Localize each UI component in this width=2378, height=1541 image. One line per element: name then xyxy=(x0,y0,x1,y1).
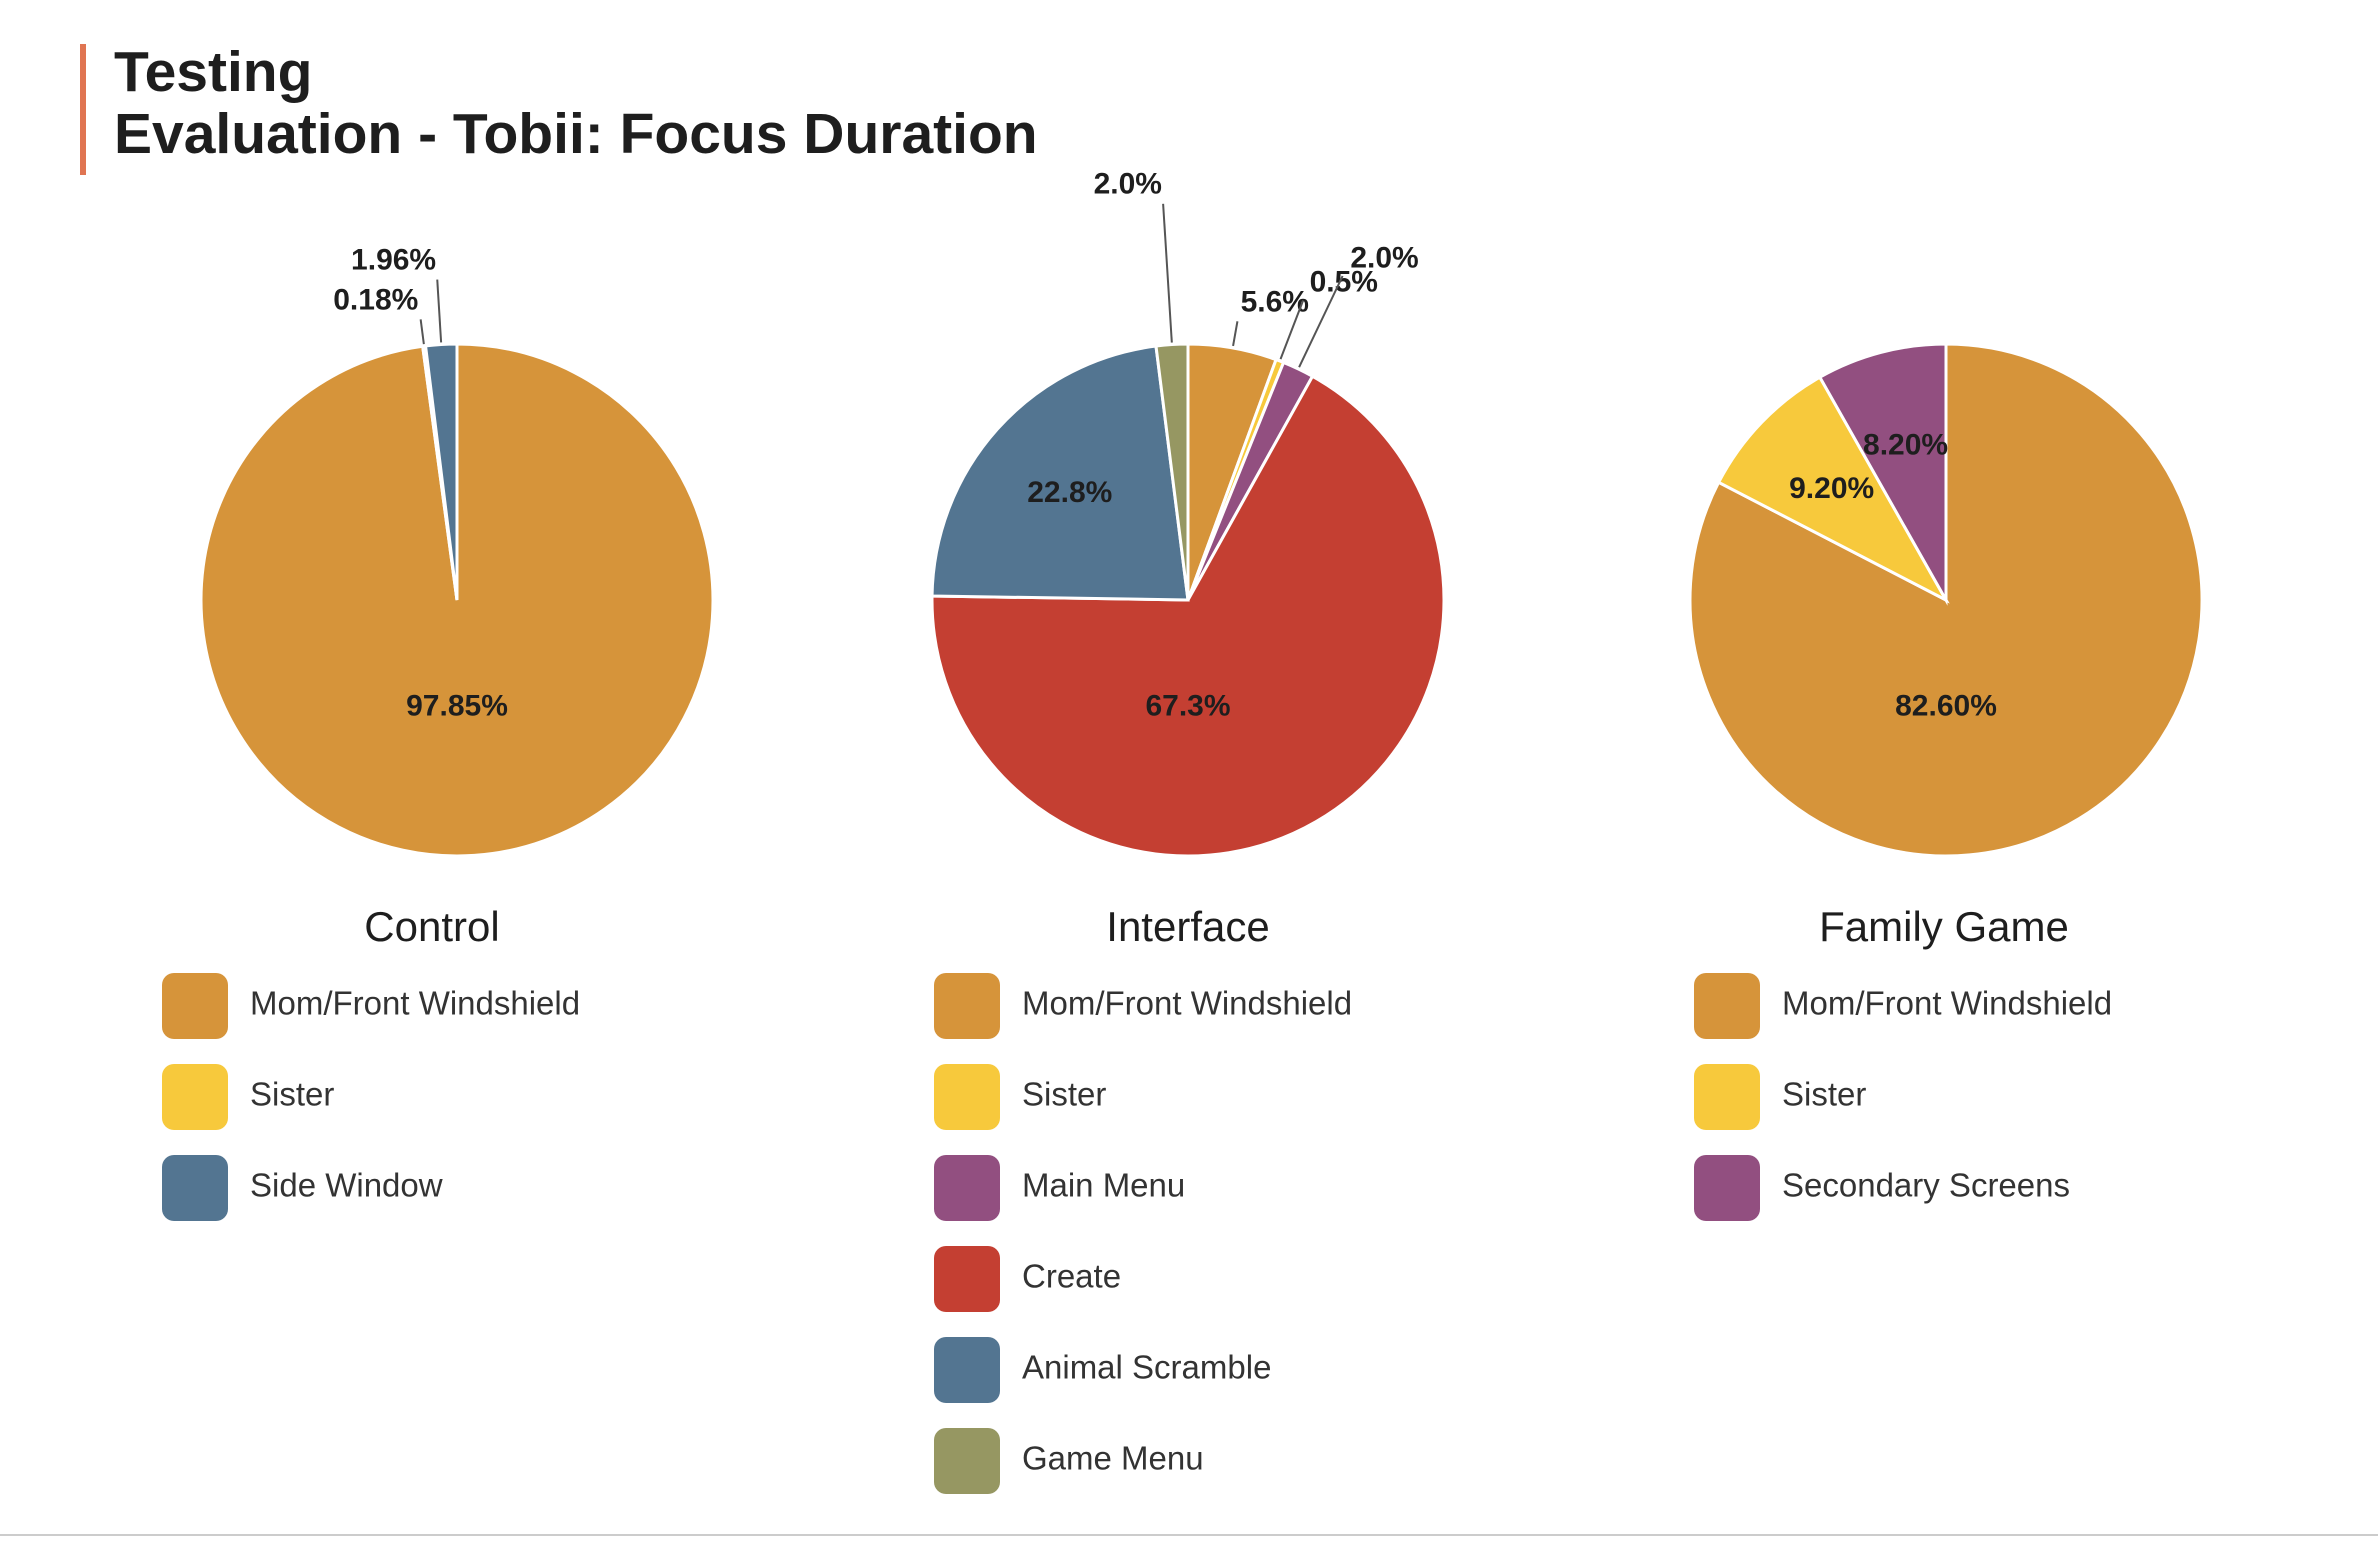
value-label: 67.3% xyxy=(1145,689,1230,722)
pie-slice xyxy=(1817,342,1948,606)
title-accent xyxy=(80,44,86,175)
legend-label: Side Window xyxy=(250,1167,443,1204)
legend-label: Animal Scramble xyxy=(1022,1349,1271,1386)
legend-label: Main Menu xyxy=(1022,1167,1185,1204)
pie-slice xyxy=(1154,342,1190,601)
legend-swatch xyxy=(162,1064,228,1130)
value-label: 0.18% xyxy=(333,283,418,316)
value-label: 1.96% xyxy=(351,244,436,277)
leader-line xyxy=(1298,275,1344,368)
legend-label: Sister xyxy=(250,1076,334,1113)
leader-line xyxy=(419,319,425,345)
legend-swatch xyxy=(162,973,228,1039)
value-label: 97.85% xyxy=(406,689,508,722)
leader-line xyxy=(436,279,443,343)
page-title: Testing xyxy=(114,40,312,104)
legend-label: Game Menu xyxy=(1022,1440,1204,1477)
legend-label: Secondary Screens xyxy=(1782,1167,2070,1204)
chart-title: Family Game xyxy=(1819,903,2069,950)
leader-line xyxy=(1232,321,1239,347)
legend-swatch xyxy=(1694,973,1760,1039)
value-label: 2.0% xyxy=(1094,168,1162,201)
pie-slice xyxy=(930,374,1446,858)
value-label: 9.20% xyxy=(1789,472,1874,505)
legend-swatch xyxy=(934,1064,1000,1130)
legend-swatch xyxy=(934,1428,1000,1494)
legend-label: Mom/Front Windshield xyxy=(1022,985,1352,1022)
value-label: 82.60% xyxy=(1895,689,1997,722)
leader-line xyxy=(1279,299,1305,360)
chart-title: Interface xyxy=(1106,903,1269,950)
legend-label: Sister xyxy=(1022,1076,1106,1113)
legend-swatch xyxy=(1694,1155,1760,1221)
legend-swatch xyxy=(934,1155,1000,1221)
legend-swatch xyxy=(1694,1064,1760,1130)
pie-slice xyxy=(423,342,459,601)
page-subtitle: Evaluation - Tobii: Focus Duration xyxy=(114,102,1038,166)
pie-slice xyxy=(930,344,1190,602)
legend-label: Sister xyxy=(1782,1076,1866,1113)
leader-line xyxy=(1162,203,1173,343)
legend-swatch xyxy=(934,1337,1000,1403)
value-label: 2.0% xyxy=(1350,242,1418,275)
legend-label: Mom/Front Windshield xyxy=(1782,985,2112,1022)
value-label: 22.8% xyxy=(1027,476,1112,509)
legend-label: Mom/Front Windshield xyxy=(250,985,580,1022)
legend-swatch xyxy=(934,973,1000,1039)
pie-slice xyxy=(1716,375,1950,604)
pie-slice xyxy=(1688,342,2204,858)
chart-title: Control xyxy=(364,903,499,950)
value-label: 8.20% xyxy=(1863,428,1948,461)
legend-swatch xyxy=(934,1246,1000,1312)
legend-swatch xyxy=(162,1155,228,1221)
legend-label: Create xyxy=(1022,1258,1121,1295)
value-label: 0.5% xyxy=(1310,265,1378,298)
